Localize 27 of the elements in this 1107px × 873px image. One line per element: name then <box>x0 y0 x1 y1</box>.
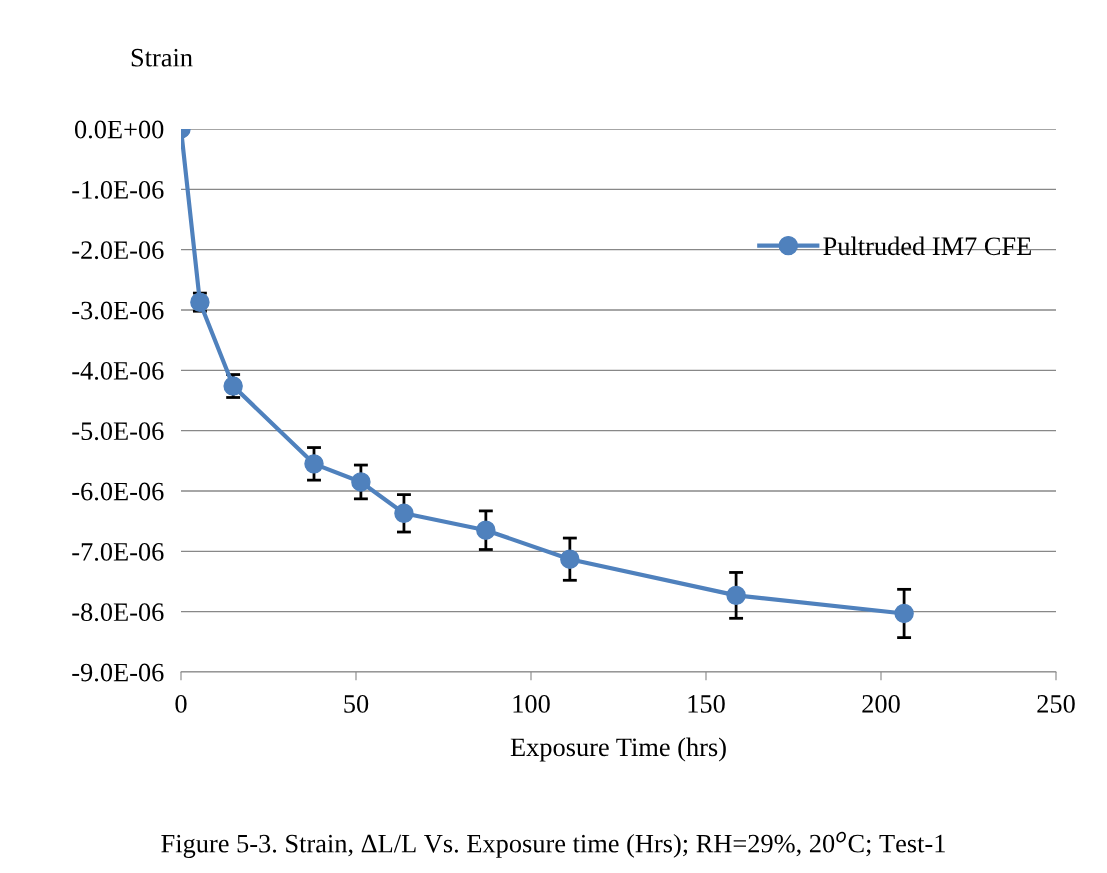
point <box>894 603 914 624</box>
x-tick-label: 100 <box>513 694 550 713</box>
legend-label: Pultruded IM7 CFE <box>823 236 1031 256</box>
x-tick-label: 150 <box>688 694 725 713</box>
point <box>476 520 496 540</box>
y-tick-label: -6.0E-06 <box>72 482 164 501</box>
point <box>560 549 580 569</box>
y-tick-label: -2.0E-06 <box>72 241 164 260</box>
x-axis-title: Exposure Time (hrs) <box>510 737 726 762</box>
x-tick-label: 50 <box>344 694 369 713</box>
point <box>394 503 414 524</box>
point <box>304 454 324 474</box>
x-tick-label: 200 <box>862 694 900 713</box>
y-tick-label: -3.0E-06 <box>72 301 164 320</box>
caption: Figure 5-3. Strain, ΔL/L Vs. Exposure time (Hrs); RH=29%, 20$^{o}$C; Test-1 <box>161 831 945 858</box>
y-tick-label: -1.0E-06 <box>72 180 164 199</box>
y-tick-label: -5.0E-06 <box>72 422 164 441</box>
y-tick-label: -7.0E-06 <box>72 542 164 561</box>
y-tick-label: -4.0E-06 <box>72 361 164 380</box>
y-tick-label: 0.0E+00 <box>74 120 164 139</box>
y-tick-label: -9.0E-06 <box>72 663 164 682</box>
y-axis-title: Strain <box>131 48 193 67</box>
x-tick-label: 0 <box>175 694 187 713</box>
x-tick-label: 250 <box>1037 694 1075 713</box>
y-tick-label: -8.0E-06 <box>72 603 164 622</box>
point <box>726 585 746 606</box>
point <box>351 472 371 492</box>
